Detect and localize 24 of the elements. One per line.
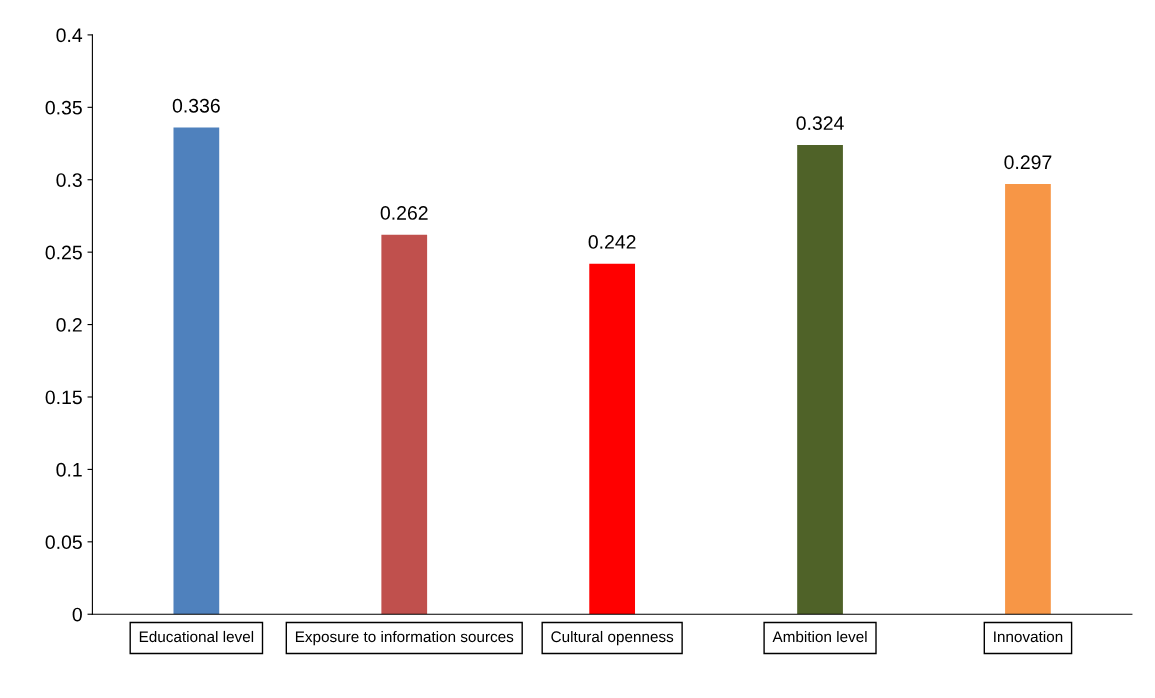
- bar: [589, 263, 636, 615]
- bar: [797, 144, 843, 615]
- x-tick-label: Ambition level: [772, 630, 867, 643]
- y-tick-label: 0.4: [56, 28, 83, 43]
- data-label: 0.324: [796, 116, 844, 131]
- data-label: 0.242: [588, 235, 636, 249]
- y-tick-label: 0: [72, 607, 82, 622]
- y-tick-label: 0.3: [56, 173, 82, 187]
- y-tick-label: 0.1: [56, 462, 82, 477]
- x-tick-label: Cultural openness: [551, 630, 674, 646]
- y-tick-label: 0.15: [45, 390, 82, 405]
- y-tick-label: 0.25: [45, 245, 82, 260]
- y-tick-label: 0.35: [45, 100, 82, 115]
- data-label: 0.262: [380, 206, 428, 220]
- bar: [381, 234, 428, 615]
- x-tick-label: Innovation: [994, 630, 1063, 643]
- data-label: 0.336: [172, 98, 220, 113]
- x-tick-label: Educational level: [139, 630, 254, 643]
- bar: [173, 127, 220, 615]
- bar: [1005, 184, 1051, 615]
- y-tick-label: 0.2: [56, 318, 82, 332]
- y-tick-label: 0.05: [45, 535, 82, 550]
- x-tick-label: Exposure to information sources: [295, 630, 514, 646]
- data-label: 0.297: [1004, 155, 1052, 170]
